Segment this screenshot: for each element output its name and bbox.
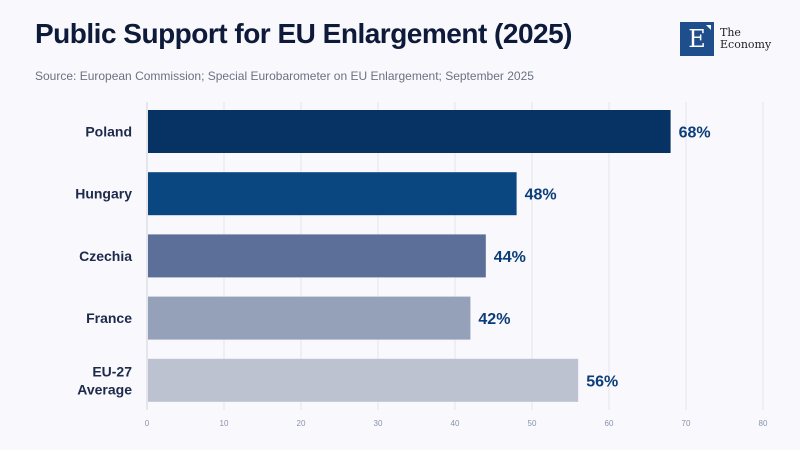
category-label: EU-27 xyxy=(92,363,132,379)
x-tick-label: 20 xyxy=(297,419,306,428)
value-labels: 68% 48% 44% 42% 56% xyxy=(478,125,710,391)
bar-poland xyxy=(148,110,671,153)
x-tick-labels: 0 10 20 30 40 50 60 70 80 xyxy=(145,419,768,428)
x-tick-label: 70 xyxy=(682,419,691,428)
value-label: 68% xyxy=(679,125,711,142)
value-label: 48% xyxy=(525,187,557,204)
x-tick-label: 80 xyxy=(759,419,768,428)
category-label: Hungary xyxy=(75,186,132,202)
x-tick-label: 0 xyxy=(145,419,150,428)
x-tick-label: 50 xyxy=(528,419,537,428)
x-tick-label: 60 xyxy=(605,419,614,428)
logo-text-line2: Economy xyxy=(720,38,772,51)
x-tick-label: 10 xyxy=(220,419,229,428)
x-tick-label: 40 xyxy=(451,419,460,428)
the-economy-logo: E The Economy xyxy=(680,22,771,56)
category-label: Czechia xyxy=(79,248,132,264)
chart-title: Public Support for EU Enlargement (2025) xyxy=(35,18,572,49)
bars xyxy=(148,110,671,402)
category-label: Poland xyxy=(85,124,132,140)
bar-eu-27-average xyxy=(148,358,579,402)
bar-france xyxy=(148,296,471,340)
category-label: Average xyxy=(77,381,132,397)
category-label: France xyxy=(86,310,132,326)
bar-czechia xyxy=(148,234,486,278)
chart-source: Source: European Commission; Special Eur… xyxy=(35,69,534,83)
logo-mark-icon: E xyxy=(680,22,714,56)
value-label: 56% xyxy=(586,373,618,390)
logo-text: The Economy xyxy=(720,27,771,51)
x-tick-label: 30 xyxy=(374,419,383,428)
bar-hungary xyxy=(148,172,517,216)
category-labels: Poland Hungary Czechia France EU-27 Average xyxy=(75,124,132,398)
logo-text-line1: The xyxy=(720,26,741,39)
value-label: 42% xyxy=(478,311,510,328)
value-label: 44% xyxy=(494,249,526,266)
